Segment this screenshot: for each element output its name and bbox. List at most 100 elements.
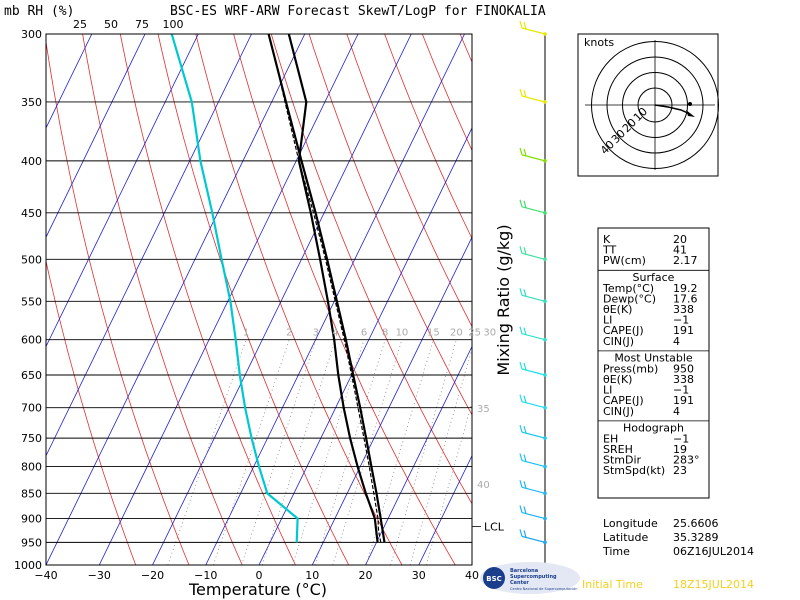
barb-flag	[519, 480, 523, 488]
logo-mark-text: BSC	[486, 575, 502, 583]
pressure-label: 700	[21, 402, 42, 415]
barb-dot	[543, 373, 547, 377]
isotherm	[311, 236, 472, 565]
pressure-label: 750	[21, 432, 42, 445]
mixing-ratio-label: 30	[483, 328, 496, 339]
index-key: StmSpd(kt)	[603, 464, 665, 477]
pressure-label: 850	[21, 487, 42, 500]
location-value: 06Z16JUL2014	[673, 545, 754, 558]
pressure-label: 800	[21, 461, 42, 474]
isotherm	[258, 127, 472, 565]
hodograph-trace	[654, 104, 691, 115]
index-key: CIN(J)	[603, 405, 634, 418]
mixing-ratio-line	[241, 339, 317, 565]
barb-flag	[519, 505, 523, 513]
logo-subtitle: Centro Nacional de Supercomputación	[510, 587, 577, 591]
barb-flag	[523, 530, 527, 538]
dry-adiabat	[46, 39, 190, 565]
y-axis-label: Mixing Ratio (g/kg)	[494, 224, 513, 375]
pressure-label: 350	[21, 96, 42, 109]
dry-adiabat	[157, 34, 350, 565]
index-value: 19	[673, 443, 687, 456]
dry-adiabat	[790, 19, 800, 565]
index-key: θE(K)	[603, 373, 632, 386]
section-title: Hodograph	[623, 421, 684, 434]
wind-barb	[519, 394, 547, 410]
rh-tick-labels: 25 50 75 100	[73, 18, 184, 31]
indices-frame	[597, 227, 710, 499]
index-key: SREH	[603, 443, 633, 456]
mixing-ratio-label: 10	[396, 328, 409, 339]
temperature-tick: 0	[256, 569, 263, 582]
barb-flag	[519, 453, 523, 461]
barb-flag	[519, 20, 523, 29]
location-key: Latitude	[603, 531, 649, 544]
mixing-ratio-label: 15	[427, 328, 440, 339]
wind-barb	[519, 424, 547, 440]
barb-dot	[543, 491, 547, 496]
dry-adiabat	[308, 34, 472, 416]
side-label: 35	[477, 404, 490, 415]
barb-dot	[543, 159, 547, 163]
index-value: 338	[673, 373, 694, 386]
index-key: Dewp(°C)	[603, 292, 656, 305]
barb-flag	[519, 424, 523, 433]
mixing-ratio-label: 8	[382, 328, 388, 339]
wind-barb	[519, 480, 547, 496]
index-value: −1	[673, 384, 689, 397]
location-key: Longitude	[603, 517, 658, 530]
barb-flag	[519, 88, 523, 97]
mixing-ratio-line	[332, 339, 403, 565]
dry-adiabat	[233, 34, 456, 565]
index-value: −1	[673, 432, 689, 445]
index-value: 191	[673, 324, 694, 337]
barb-flag	[523, 395, 527, 403]
barb-dot	[543, 299, 547, 304]
barb-dot	[543, 540, 547, 545]
barb-dot	[543, 436, 547, 440]
pressure-label: 950	[21, 536, 42, 549]
index-key: Temp(°C)	[602, 282, 654, 295]
wind-barb	[519, 326, 547, 342]
mixing-ratio-label: 1	[243, 328, 249, 339]
mixing-ratio-label: 6	[361, 328, 367, 339]
plot-frame	[45, 33, 473, 566]
location-info: Longitude 25.6606 Latitude 35.3289 Time 06Z16…	[602, 517, 754, 558]
index-key: K	[603, 233, 611, 246]
index-value: 19.2	[673, 282, 698, 295]
pressure-label: 500	[21, 253, 42, 266]
barb-flag	[523, 481, 527, 489]
index-key: TT	[602, 244, 617, 257]
rh-tick: 100	[163, 18, 184, 31]
dry-adiabat	[346, 34, 472, 328]
index-value: 4	[673, 405, 680, 418]
index-key: CAPE(J)	[603, 394, 644, 407]
dry-adiabat	[384, 34, 472, 240]
temperature-tick: −20	[141, 569, 164, 582]
index-key: EH	[603, 432, 618, 445]
barb-flag	[523, 200, 527, 208]
mixing-ratio-label: 2	[286, 328, 292, 339]
moist-adiabat-profile	[267, 34, 386, 543]
temperature-tick: 20	[359, 569, 373, 582]
isotherm	[152, 34, 412, 565]
pressure-label: 400	[21, 155, 42, 168]
temperature-tick: 40	[465, 569, 479, 582]
barb-flag	[523, 148, 527, 157]
isotherm	[46, 34, 199, 348]
chart-title: BSC-ES WRF-ARW Forecast SkewT/LogP for F…	[170, 4, 546, 19]
pressure-label: 1000	[14, 559, 42, 572]
wind-barb	[519, 20, 547, 36]
temperature-tick: 10	[305, 569, 319, 582]
isotherm	[365, 345, 472, 565]
temperature-tick: −10	[194, 569, 217, 582]
section-title: Surface	[633, 271, 675, 284]
barb-dot	[543, 32, 547, 36]
mixing-ratio-line	[409, 347, 472, 565]
logo-mark	[483, 567, 505, 589]
index-key: StmDir	[603, 454, 642, 467]
isotherm	[46, 34, 252, 457]
barb-flag	[519, 246, 523, 254]
temperature-tick: −40	[34, 569, 57, 582]
